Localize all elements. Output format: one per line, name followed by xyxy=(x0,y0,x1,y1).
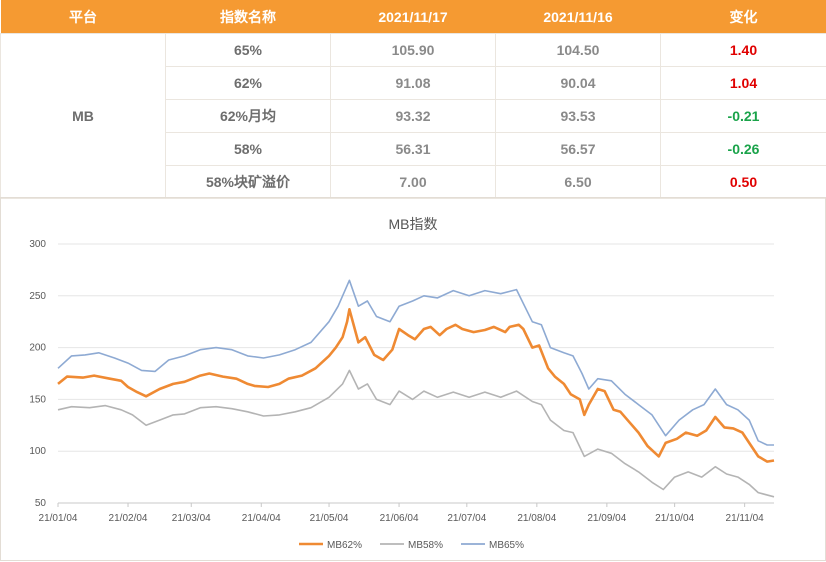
table-row: 62% 91.08 90.04 1.04 xyxy=(1,66,826,100)
y-tick-label: 300 xyxy=(29,239,46,250)
value-cell: 6.50 xyxy=(495,165,661,199)
x-tick-label: 21/11/04 xyxy=(726,513,765,524)
legend-label: MB65% xyxy=(489,540,524,551)
value-cell: 56.31 xyxy=(330,132,496,166)
legend-label: MB62% xyxy=(327,540,362,551)
value-cell: 104.50 xyxy=(495,33,661,67)
value-cell: 56.57 xyxy=(495,132,661,166)
table-header-row: 平台 指数名称 2021/11/17 2021/11/16 变化 xyxy=(0,0,826,34)
table-row: 58%块矿溢价 7.00 6.50 0.50 xyxy=(1,165,826,199)
chart-gridlines xyxy=(58,243,774,452)
value-cell: 90.04 xyxy=(495,66,661,100)
header-platform: 平台 xyxy=(0,0,166,34)
change-cell: -0.26 xyxy=(660,132,826,166)
index-name-cell: 62%月均 xyxy=(165,99,331,133)
y-tick-label: 150 xyxy=(29,394,46,405)
table-row: 62%月均 93.32 93.53 -0.21 xyxy=(1,99,826,133)
line-chart: MB指数 300 250 200 150 100 50 21/01/04 21/02/04 21… xyxy=(29,216,775,551)
x-tick-label: 21/04/04 xyxy=(242,513,281,524)
header-change: 变化 xyxy=(660,0,826,34)
x-tick-label: 21/06/04 xyxy=(380,513,419,524)
value-cell: 7.00 xyxy=(330,165,496,199)
legend-label: MB58% xyxy=(408,540,443,551)
header-date-1: 2021/11/17 xyxy=(330,0,496,34)
series-line-mb65pct xyxy=(57,279,774,446)
platform-cell: MB xyxy=(0,33,166,199)
change-cell: -0.21 xyxy=(660,99,826,133)
price-table: 平台 指数名称 2021/11/17 2021/11/16 变化 MB 65% … xyxy=(0,0,826,199)
index-name-cell: 58%块矿溢价 xyxy=(165,165,331,199)
value-cell: 93.53 xyxy=(495,99,661,133)
value-cell: 91.08 xyxy=(330,66,496,100)
y-tick-label: 250 xyxy=(29,291,46,302)
change-cell: 1.40 xyxy=(660,33,826,67)
x-tick-label: 21/09/04 xyxy=(587,513,626,524)
chart-title: MB指数 xyxy=(389,216,438,232)
chart-axes: 300 250 200 150 100 50 21/01/04 21/02/04 21/03/0… xyxy=(29,239,774,524)
x-tick-label: 21/05/04 xyxy=(310,513,349,524)
y-tick-label: 50 xyxy=(35,498,47,509)
index-name-cell: 65% xyxy=(165,33,331,67)
x-tick-label: 21/10/04 xyxy=(655,513,694,524)
x-tick-label: 21/08/04 xyxy=(517,513,556,524)
index-name-cell: 58% xyxy=(165,132,331,166)
chart-legend: MB62% MB58% MB65% xyxy=(299,540,524,551)
x-tick-label: 21/01/04 xyxy=(39,513,78,524)
table-row: 58% 56.31 56.57 -0.26 xyxy=(1,132,826,166)
x-tick-label: 21/07/04 xyxy=(447,513,486,524)
change-cell: 1.04 xyxy=(660,66,826,100)
series-line-mb58pct xyxy=(57,369,775,498)
chart-series xyxy=(57,279,775,498)
x-tick-label: 21/03/04 xyxy=(172,513,211,524)
x-tick-label: 21/02/04 xyxy=(109,513,148,524)
header-index-name: 指数名称 xyxy=(165,0,331,34)
change-cell: 0.50 xyxy=(660,165,826,199)
header-date-2: 2021/11/16 xyxy=(495,0,661,34)
value-cell: 93.32 xyxy=(330,99,496,133)
chart-panel: MB指数 300 250 200 150 100 50 21/01/04 21/02/04 21… xyxy=(0,197,826,561)
y-tick-label: 200 xyxy=(29,343,46,354)
value-cell: 105.90 xyxy=(330,33,496,67)
table-row: MB 65% 105.90 104.50 1.40 xyxy=(0,33,826,199)
series-line-mb62pct xyxy=(57,308,775,463)
y-tick-label: 100 xyxy=(29,446,46,457)
index-name-cell: 62% xyxy=(165,66,331,100)
